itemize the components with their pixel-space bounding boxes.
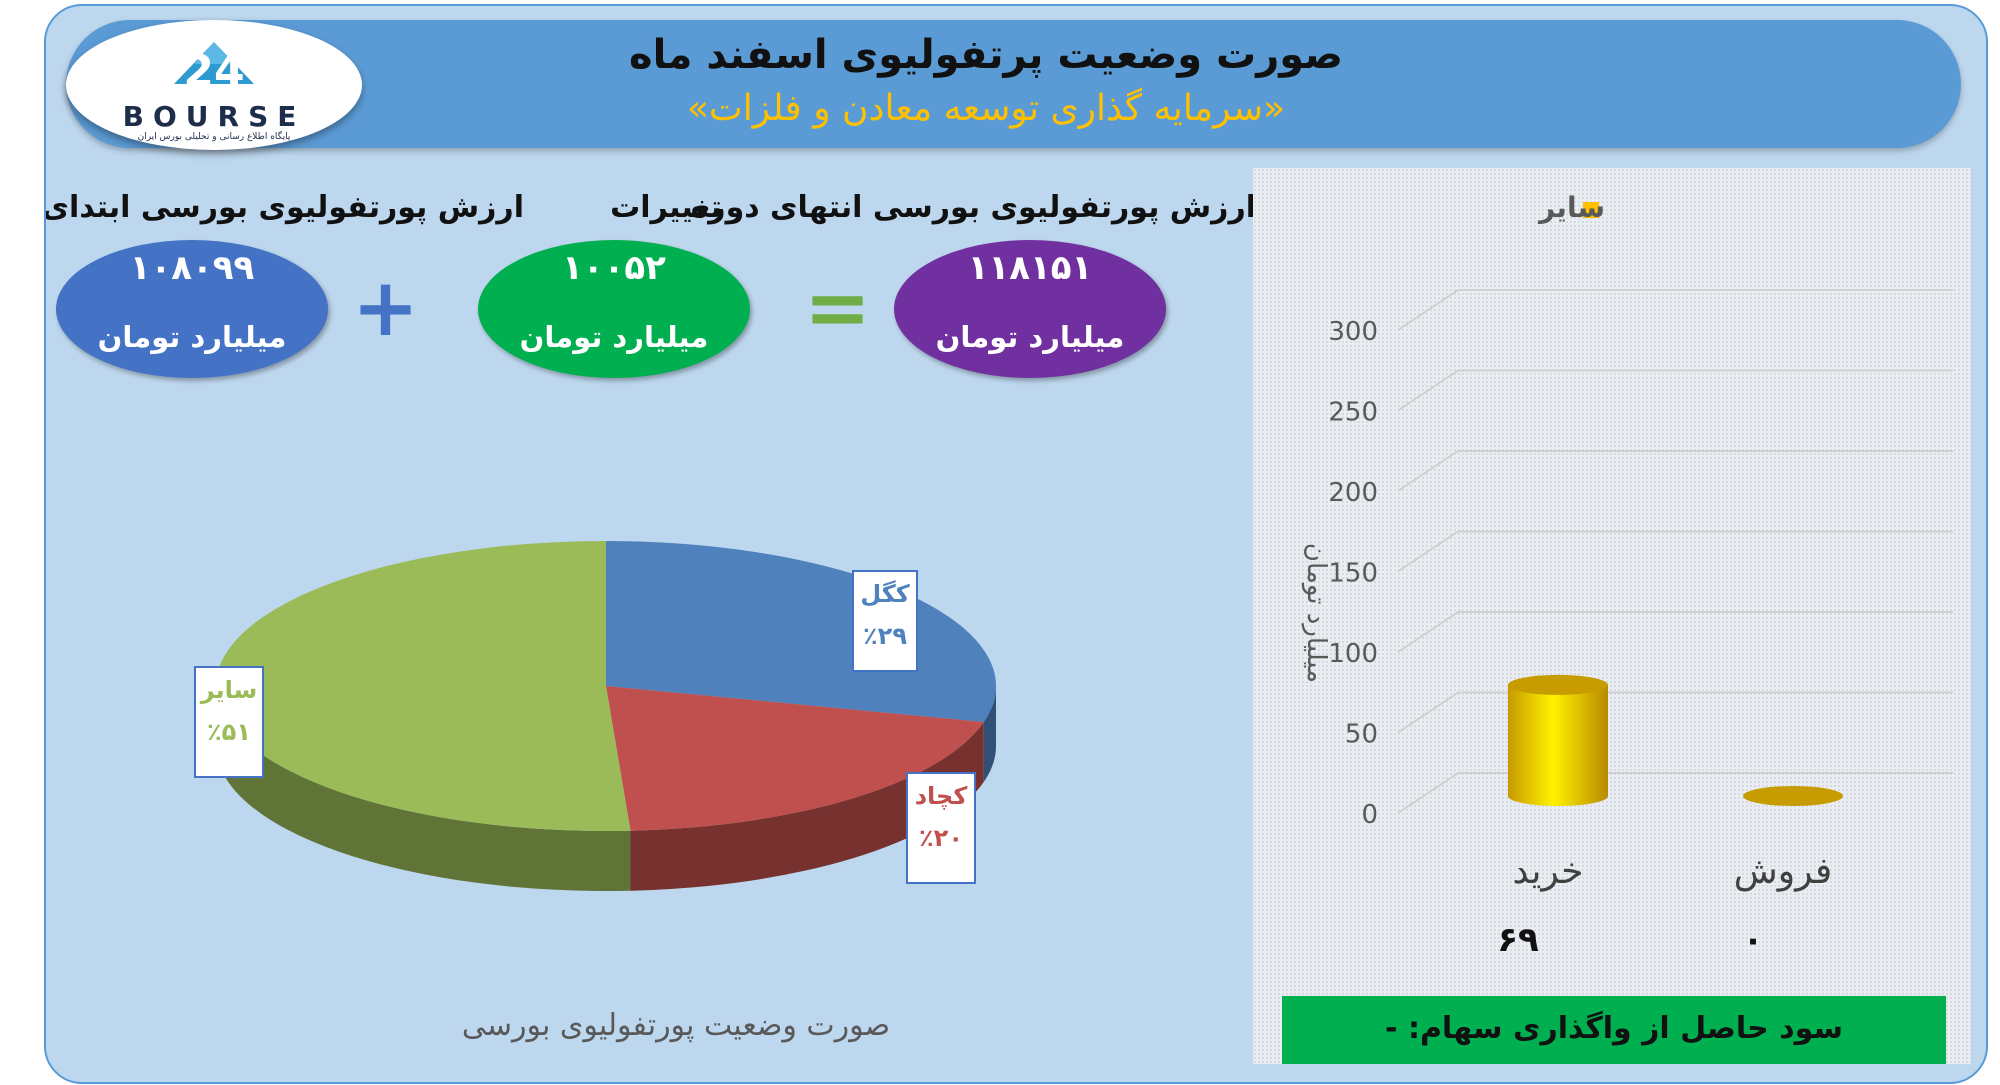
pie-slice-side-1 (630, 722, 984, 891)
bar-0 (1508, 684, 1608, 806)
header-banner: صورت وضعیت پرتفولیوی اسفند ماه «سرمایه گ… (66, 20, 1961, 148)
pie-slice-0 (606, 541, 996, 723)
logo-wordmark: BOURSE (122, 100, 306, 133)
page-subtitle: «سرمایه گذاری توسعه معادن و فلزات» (686, 88, 1286, 129)
value-label: ۰ (1743, 920, 1764, 960)
gridline-0 (1397, 772, 1953, 814)
pie-label-kechad: کچاد ٪۲۰ (906, 772, 976, 884)
plus-sign: + (352, 261, 420, 354)
end-value-oval: ۱۱۸۱۵۱ میلیارد تومان (894, 240, 1166, 378)
category-label: خرید (1512, 851, 1583, 892)
pie-chart-title: صورت وضعیت پورتفولیوی بورسی (461, 1008, 891, 1043)
start-value-oval: ۱۰۸۰۹۹ میلیارد تومان (56, 240, 328, 378)
svg-text:24: 24 (183, 46, 244, 97)
pie-label-sayer-pct: ٪۵۱ (207, 718, 251, 746)
bar-chart-panel: 0 50 100 150 200 250 300 میلیارد تومان سایر خرید ۶… (1253, 168, 1971, 1064)
gridline-3 (1397, 530, 1953, 573)
value-label: ۶۹ (1497, 920, 1539, 960)
y-tick-label: 250 (1328, 398, 1378, 428)
start-value-label: ارزش پورتفولیوی بورسی ابتدای دوره (44, 190, 524, 225)
end-value: ۱۱۸۱۵۱ (967, 248, 1093, 288)
pie-label-kegel: کگل ٪۲۹ (852, 570, 918, 672)
y-tick-label: 200 (1328, 478, 1378, 508)
change-value-unit: میلیارد تومان (519, 320, 709, 354)
gridline-1 (1397, 691, 1953, 734)
y-tick-label: 300 (1328, 317, 1378, 347)
bar-cap-0 (1508, 674, 1608, 695)
buy-sell-bar-chart: 0 50 100 150 200 250 300 میلیارد تومان سایر خرید ۶… (1301, 191, 1953, 960)
gridline-4 (1397, 450, 1953, 492)
logo-caption: پایگاه اطلاع رسانی و تحلیلی بورس ایران (137, 132, 291, 142)
dashboard-frame: صورت وضعیت پرتفولیوی اسفند ماه «سرمایه گ… (44, 4, 1988, 1084)
pie-slice-side-2 (216, 686, 631, 891)
y-tick-label: 50 (1345, 720, 1378, 750)
change-value-oval: ۱۰۰۵۲ میلیارد تومان (478, 240, 750, 378)
legend-swatch (1583, 202, 1599, 218)
pie-label-sayer: سایر ٪۵۱ (194, 666, 264, 778)
bourse24-logo: 24 BOURSE پایگاه اطلاع رسانی و تحلیلی بو… (66, 20, 362, 150)
profit-box: سود حاصل از واگذاری سهام: - (1282, 996, 1946, 1064)
pie-slice-1 (606, 686, 984, 831)
change-value: ۱۰۰۵۲ (562, 248, 666, 288)
y-tick-label: 150 (1328, 559, 1378, 589)
legend-label: سایر (1537, 191, 1605, 224)
pie-slice-2 (215, 541, 631, 831)
y-tick-label: 0 (1361, 800, 1378, 830)
pie-label-kechad-name: کچاد (914, 782, 968, 810)
pie-label-kegel-pct: ٪۲۹ (863, 622, 907, 650)
y-tick-label: 100 (1328, 639, 1378, 669)
equals-sign: = (804, 261, 872, 354)
y-axis-label: میلیارد تومان (1301, 543, 1331, 683)
pie-label-sayer-name: سایر (200, 676, 258, 704)
change-label: تغییرات (610, 190, 722, 225)
logo-mark-icon: 24 (174, 42, 254, 97)
bar-cap-1 (1743, 786, 1843, 806)
pie-label-kechad-pct: ٪۲۰ (919, 824, 963, 852)
page-title: صورت وضعیت پرتفولیوی اسفند ماه (629, 32, 1343, 78)
gridline-6 (1397, 289, 1953, 331)
pie-slice-side-0 (983, 686, 996, 783)
category-label: فروش (1734, 851, 1832, 892)
gridline-5 (1397, 369, 1953, 412)
pie-label-kegel-name: کگل (860, 580, 910, 608)
gridline-2 (1397, 611, 1953, 653)
end-value-label: ارزش پورتفولیوی بورسی انتهای دوره (690, 190, 1256, 225)
start-value-unit: میلیارد تومان (97, 320, 287, 354)
portfolio-pie-chart (215, 541, 996, 891)
end-value-unit: میلیارد تومان (935, 320, 1125, 354)
start-value: ۱۰۸۰۹۹ (129, 248, 255, 288)
